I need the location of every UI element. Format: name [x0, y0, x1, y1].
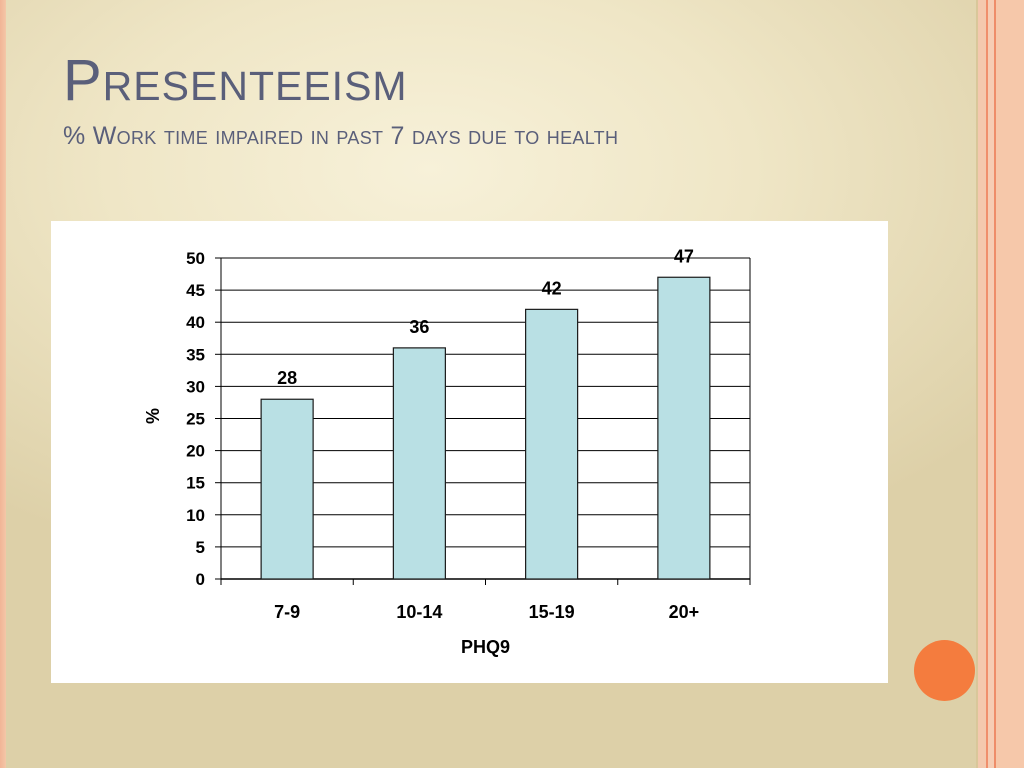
- data-label: 47: [674, 246, 694, 266]
- y-axis-title: %: [143, 408, 163, 424]
- y-tick-label: 25: [186, 410, 205, 429]
- y-tick-label: 20: [186, 442, 205, 461]
- bar-chart: 0 5 10 15 20 25 30 35 40 45 50 28 7-9 36 10-14 42 15-19 4…: [143, 246, 751, 657]
- data-label: 28: [277, 368, 297, 388]
- bar: [525, 308, 579, 580]
- accent-dot: [914, 640, 975, 701]
- right-stripe-decoration: [976, 0, 1024, 768]
- data-label: 42: [542, 278, 562, 298]
- y-tick-label: 10: [186, 506, 205, 525]
- y-tick-label: 40: [186, 313, 205, 332]
- slide-title: Presenteeism: [63, 48, 408, 113]
- x-tick-label: 15-19: [529, 602, 575, 622]
- bar: [260, 398, 314, 580]
- y-tick-label: 0: [196, 570, 205, 589]
- data-label: 36: [409, 317, 429, 337]
- y-tick-label: 15: [186, 474, 205, 493]
- y-tick-label: 45: [186, 281, 205, 300]
- y-tick-label: 50: [186, 249, 205, 268]
- slide-subtitle: % Work time impaired in past 7 days due …: [63, 122, 619, 150]
- bar: [657, 276, 711, 580]
- y-tick-label: 5: [196, 538, 205, 557]
- y-tick-label: 35: [186, 345, 205, 364]
- x-axis-title: PHQ9: [461, 637, 510, 657]
- y-tick-label: 30: [186, 377, 205, 396]
- bar: [392, 347, 446, 580]
- chart-panel: 0 5 10 15 20 25 30 35 40 45 50 28 7-9 36 10-14 42 15-19 4…: [51, 221, 888, 683]
- left-edge-decoration: [0, 0, 6, 768]
- title-block: Presenteeism % Work time impaired in pas…: [63, 52, 618, 151]
- x-tick-label: 7-9: [274, 602, 300, 622]
- x-tick-label: 10-14: [396, 602, 442, 622]
- x-tick-label: 20+: [669, 602, 700, 622]
